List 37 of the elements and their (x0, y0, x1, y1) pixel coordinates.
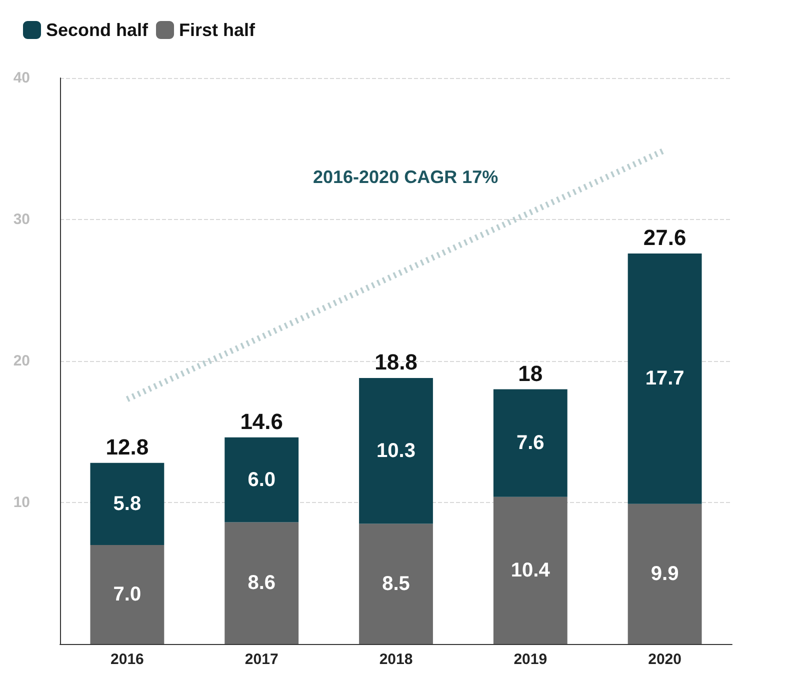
data-label: 6.0 (248, 468, 276, 491)
data-label: 9.9 (650, 562, 679, 585)
bar (628, 504, 702, 644)
y-tick-label: 40 (13, 70, 30, 86)
y-tick-label: 30 (13, 211, 30, 228)
bar (90, 462, 164, 545)
data-label: 8.6 (248, 572, 276, 594)
bar (224, 522, 299, 644)
data-label: 10.4 (510, 559, 551, 582)
bar (493, 496, 568, 644)
legend-label: First half (179, 20, 256, 40)
x-tick-label: 2016 (110, 651, 144, 668)
data-label: 5.8 (113, 492, 142, 515)
bar (224, 437, 299, 522)
total-label: 18 (518, 360, 543, 386)
x-tick-label: 2018 (379, 651, 413, 668)
bar (359, 378, 433, 524)
y-tick-label: 10 (13, 494, 30, 511)
x-tick-label: 2019 (514, 651, 548, 668)
total-label: 12.8 (106, 434, 149, 460)
data-label: 7.6 (516, 432, 544, 454)
bar (493, 389, 568, 497)
data-label: 8.5 (382, 572, 410, 595)
x-tick-label: 2017 (244, 651, 278, 668)
legend-label: Second half (46, 20, 150, 40)
bar (359, 524, 433, 644)
annotation: 2016-2020 CAGR 17% (313, 167, 498, 187)
data-label: 10.3 (376, 440, 416, 462)
total-label: 27.6 (643, 224, 686, 250)
total-label: 18.8 (374, 349, 418, 374)
bar (90, 544, 164, 644)
data-label: 17.7 (645, 368, 684, 390)
x-tick-label: 2020 (648, 651, 682, 668)
y-tick-label: 20 (13, 352, 30, 370)
data-label: 7.0 (113, 583, 142, 606)
bar (628, 253, 702, 504)
total-label: 14.6 (240, 408, 284, 434)
